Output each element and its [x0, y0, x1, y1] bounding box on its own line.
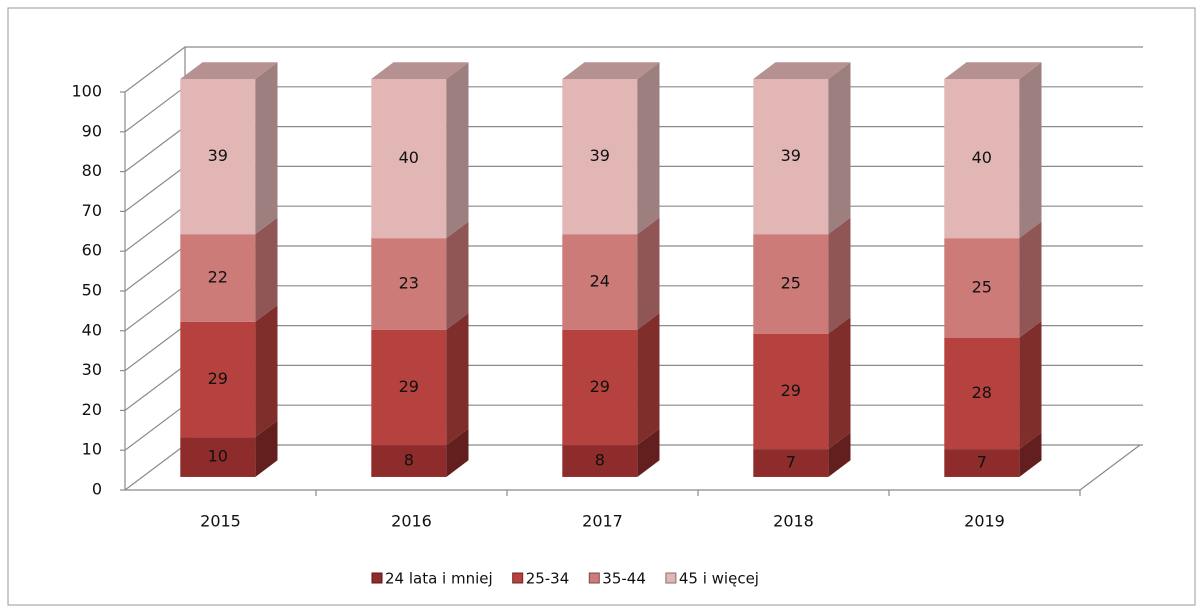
legend-swatch: [665, 572, 677, 584]
bar-side: [828, 62, 851, 235]
bar-segment: [371, 445, 447, 477]
bar-side: [446, 62, 469, 239]
data-label: 25: [781, 273, 801, 292]
bar-side: [255, 62, 278, 235]
x-tick-label: 2019: [964, 512, 1005, 531]
data-label: 8: [595, 451, 605, 470]
data-label: 7: [786, 453, 796, 472]
bar-segment: [180, 78, 256, 235]
bar-segment: [753, 333, 829, 450]
y-tick-label: 30: [82, 360, 102, 379]
bar-side: [446, 428, 469, 477]
y-tick-label: 20: [82, 400, 102, 419]
bar-segment: [753, 449, 829, 477]
x-tick-label: 2018: [773, 512, 814, 531]
bar-side: [1019, 221, 1042, 338]
bar-side: [828, 217, 851, 334]
data-label: 29: [399, 377, 419, 396]
data-label: 24: [590, 271, 610, 290]
bar-side: [255, 420, 278, 477]
y-tick-label: 60: [82, 241, 102, 260]
bar-top: [371, 62, 469, 79]
bar-side: [1019, 432, 1042, 477]
y-tick-label: 90: [82, 121, 102, 140]
y-tick-label: 50: [82, 281, 102, 300]
bar-segment: [371, 238, 447, 330]
legend-swatch: [588, 572, 600, 584]
bar-segment: [753, 78, 829, 235]
bar-segment: [371, 329, 447, 446]
legend-label: 25-34: [526, 570, 570, 588]
bar-segment: [944, 78, 1020, 239]
bar-segment: [180, 234, 256, 322]
x-tick-label: 2016: [391, 512, 432, 531]
data-label: 22: [208, 267, 228, 286]
data-label: 23: [399, 273, 419, 292]
bar-top: [753, 62, 851, 79]
bar-top: [944, 62, 1042, 79]
data-label: 7: [977, 453, 987, 472]
data-label: 8: [404, 451, 414, 470]
legend-swatch: [371, 572, 383, 584]
data-label: 39: [781, 146, 801, 165]
bar-side: [828, 432, 851, 477]
bar-segment: [562, 329, 638, 446]
data-label: 29: [208, 369, 228, 388]
x-tick-label: 2015: [200, 512, 241, 531]
bar-top: [562, 62, 660, 79]
bar-side: [446, 221, 469, 330]
y-tick-label: 100: [71, 82, 102, 101]
data-label: 29: [590, 377, 610, 396]
bar-segment: [180, 321, 256, 438]
bar-side: [255, 217, 278, 322]
bar-segment: [944, 337, 1020, 450]
data-label: 40: [972, 148, 992, 167]
bar-side: [255, 305, 278, 438]
bar-side: [637, 428, 660, 477]
data-label: 29: [781, 381, 801, 400]
bar-segment: [371, 78, 447, 239]
data-label: 28: [972, 383, 992, 402]
legend-label: 24 lata i mniej: [385, 570, 493, 588]
data-label: 40: [399, 148, 419, 167]
bar-side: [1019, 62, 1042, 239]
bar-segment: [562, 78, 638, 235]
legend-label: 35-44: [602, 570, 646, 588]
bar-side: [446, 313, 469, 446]
bar-segment: [753, 234, 829, 334]
bar-segment: [562, 234, 638, 330]
grid-line: [124, 46, 1143, 93]
legend-swatch: [512, 572, 524, 584]
data-label: 39: [208, 146, 228, 165]
bar-segment: [944, 449, 1020, 477]
bar-side: [1019, 321, 1042, 450]
bar-side: [828, 317, 851, 450]
y-tick-label: 80: [82, 161, 102, 180]
data-label: 10: [208, 447, 228, 466]
bar-side: [637, 62, 660, 235]
bar-segment: [944, 238, 1020, 338]
bar-segment: [562, 445, 638, 477]
y-tick-label: 0: [92, 480, 102, 499]
x-tick-label: 2017: [582, 512, 623, 531]
bar-segment: [180, 437, 256, 477]
legend-label: 45 i więcej: [679, 570, 759, 588]
y-tick-label: 10: [82, 440, 102, 459]
y-tick-label: 70: [82, 201, 102, 220]
data-label: 25: [972, 277, 992, 296]
data-label: 39: [590, 146, 610, 165]
y-tick-label: 40: [82, 320, 102, 339]
bar-top: [180, 62, 278, 79]
bar-side: [637, 217, 660, 330]
bar-side: [637, 313, 660, 446]
